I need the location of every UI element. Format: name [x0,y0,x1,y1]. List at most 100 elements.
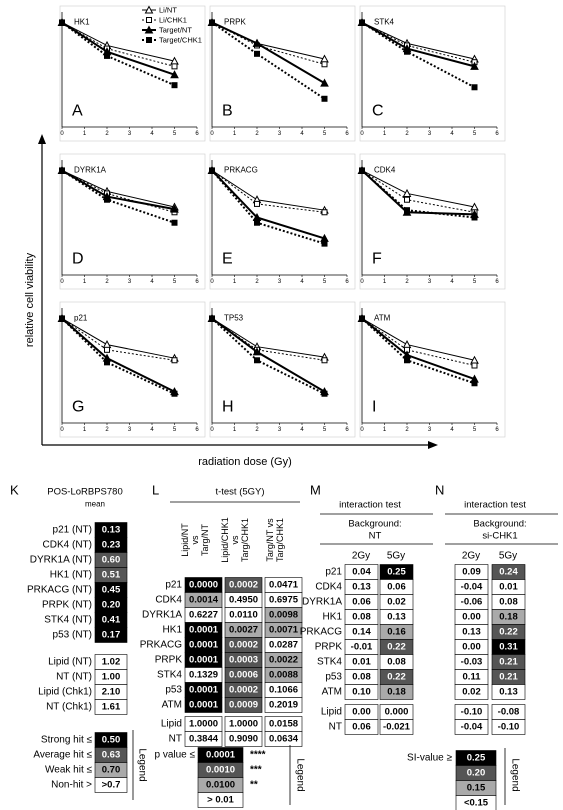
background-label: Background: [473,519,526,530]
chart-title: PRPK [224,18,246,27]
series-line [211,21,326,100]
cell-value: 0.0000 [189,580,218,591]
column-header: 5Gy [387,551,405,562]
x-tick-label: 1 [83,131,87,137]
x-tick-label: 0 [360,131,364,137]
cell-value-box [344,684,379,700]
x-tick-label: 3 [278,131,282,137]
legend-stars: ** [250,780,258,791]
cell-value: 0.60 [102,555,121,566]
legend-value-box [197,792,244,808]
legend-label: Li/NT [159,6,177,15]
point [402,188,412,197]
cell-value: 0.2019 [269,700,298,711]
legend-value: 0.0100 [206,780,235,791]
cell-value: 0.00 [352,707,371,718]
row-label: PRKACG [140,640,182,651]
cell-value-box [491,684,526,700]
point [102,340,112,349]
table-title: interaction test [339,500,401,511]
x-tick-label: 4 [150,427,154,433]
cell-value: 0.23 [102,540,121,551]
point [470,61,479,70]
cell-value: 0.6975 [269,595,299,606]
x-tick-label: 1 [383,131,387,137]
x-tick-label: 3 [128,131,132,137]
cell-value: -0.10 [498,722,520,733]
column-header: 5Gy [499,551,517,562]
legend-value: > 0.01 [207,795,234,806]
point [171,63,178,70]
series-line [361,169,475,216]
cell-value-box [224,731,263,747]
x-tick-label: 0 [360,427,364,433]
cell-value: 0.16 [387,627,406,638]
cell-value: 0.0006 [229,670,258,681]
series-line [61,21,175,76]
series-line [211,170,325,213]
series-line [211,22,325,65]
cell-value: 0.9090 [229,734,258,745]
x-tick-label: 0 [60,279,64,285]
x-tick-label: 3 [428,131,432,137]
point [171,357,178,364]
x-tick-label: 6 [195,131,199,137]
cell-value: 0.1329 [189,670,218,681]
x-axis-label: radiation dose (Gy) [198,456,292,468]
plot-frame [209,301,356,438]
cell-value: 1.61 [102,702,121,713]
panel-letter: B [222,103,233,120]
legend-value: >0.7 [102,780,121,791]
x-tick-label: 5 [473,279,477,285]
series-line [361,318,475,366]
column-header: vs [230,535,240,545]
cell-value: 0.13 [387,612,406,623]
series-line [211,318,325,361]
legend-label: Strong hit ≤ [41,735,93,746]
legend-value: 0.63 [102,750,121,761]
row-label: CDK4 [155,595,182,606]
row-label: HK1 [323,612,343,623]
x-tick-label: 0 [60,131,64,137]
x-tick-label: 5 [173,131,177,137]
cell-value: 0.13 [352,582,371,593]
chart-title: CDK4 [374,166,396,175]
cell-value: 0.3844 [189,734,219,745]
x-tick-label: 1 [83,427,87,433]
x-tick-label: 2 [255,279,259,285]
legend-title: Legend [510,758,521,791]
plot-frame [59,153,206,290]
cell-value: 0.0001 [189,655,219,666]
row-label: NT [329,722,342,733]
y-arrow-head [38,134,46,144]
column-header: 2Gy [462,551,480,562]
x-tick-label: 4 [300,279,304,285]
cell-value: 1.00 [102,672,121,683]
x-tick-label: 3 [278,427,282,433]
point [254,200,260,207]
y-axis-label: relative cell viability [24,252,36,347]
x-tick-label: 1 [83,279,87,285]
point [209,19,215,26]
table-title: POS-LoRBPS780 [47,487,123,498]
x-tick-label: 2 [405,131,409,137]
series-line [361,318,475,361]
column-header: Targ/CHK1 [240,518,250,562]
point [59,315,65,322]
row-label: STK4 [317,657,342,668]
cell-value: 0.06 [352,597,371,608]
series-line [211,170,325,211]
point [321,390,328,397]
cell-value: 0.13 [499,687,518,698]
cell-value: 0.10 [352,687,371,698]
x-tick-label: 5 [323,279,327,285]
cell-value: 0.08 [499,597,518,608]
point [170,204,179,213]
chart-title: TP53 [224,314,244,323]
cell-value: 0.24 [499,567,518,578]
cell-value: 0.20 [102,600,121,611]
legend-value: 0.25 [467,753,486,764]
cell-value-box [184,731,223,747]
x-tick-label: 5 [323,131,327,137]
row-label: STK4 (NT) [44,615,92,626]
